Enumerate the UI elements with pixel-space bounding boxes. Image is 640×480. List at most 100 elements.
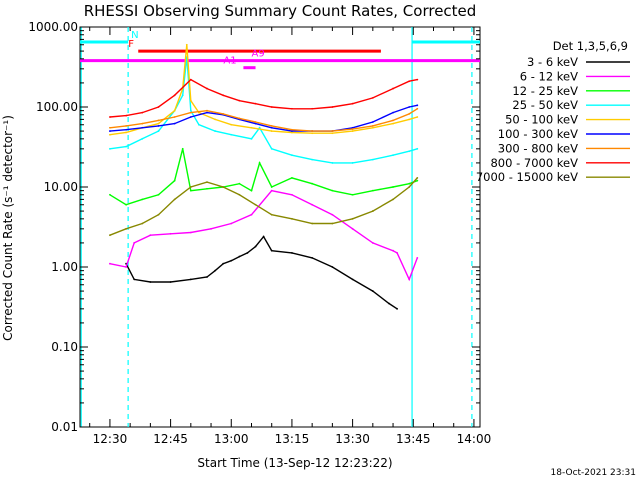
axis-ticks: 0.01 0.10 1.00 10.00 100.00 1000.00 12:30 12:45… [28, 20, 491, 446]
data-point [125, 125, 128, 127]
data-point [254, 121, 257, 123]
data-point [173, 94, 176, 97]
x-tick-label: 13:45 [396, 432, 431, 446]
data-point [270, 189, 273, 192]
data-point [270, 106, 273, 108]
data-point [189, 186, 192, 188]
data-point [250, 213, 253, 216]
legend-label: 6 - 12 keV [520, 69, 578, 83]
data-point [270, 125, 273, 127]
data-point [371, 96, 374, 99]
data-point [238, 193, 241, 196]
data-point [291, 193, 293, 196]
data-point [189, 99, 192, 102]
data-point [181, 94, 184, 97]
data-point [230, 123, 233, 126]
legend-label: 12 - 25 keV [512, 84, 578, 98]
interval-label: A1 [223, 56, 236, 67]
data-point [396, 252, 398, 254]
data-point [238, 255, 241, 258]
data-point [270, 249, 273, 252]
data-point [258, 126, 261, 129]
data-point [254, 122, 257, 125]
y-axis-label: Corrected Count Rate (s⁻¹ detector⁻¹) [1, 115, 15, 341]
data-point [270, 130, 273, 132]
interval-label: F [128, 39, 134, 50]
y-tick-label: 100.00 [36, 100, 78, 114]
data-point [210, 227, 212, 230]
data-point [157, 130, 160, 132]
data-point [416, 179, 419, 182]
data-point [157, 193, 160, 196]
data-point [311, 203, 314, 206]
data-point [416, 147, 419, 150]
data-point [189, 189, 192, 192]
data-point [169, 232, 172, 235]
chart-title: RHESSI Observing Summary Count Rates, Co… [84, 2, 477, 20]
data-point [392, 198, 394, 201]
data-point [206, 181, 208, 184]
data-point [388, 302, 390, 305]
data-point [250, 137, 253, 140]
data-point [331, 266, 334, 268]
x-axis-label: Start Time (13-Sep-12 12:23:22) [197, 456, 392, 470]
legend-label: 300 - 800 keV [498, 141, 578, 155]
data-point [392, 111, 394, 114]
data-point [125, 266, 128, 268]
data-point [392, 87, 394, 90]
y-tick-label: 10.00 [44, 180, 78, 194]
data-point [246, 252, 249, 254]
data-point [291, 131, 293, 134]
data-point [371, 189, 374, 192]
data-point [408, 106, 411, 108]
series-line [109, 78, 418, 118]
data-point [189, 116, 192, 118]
x-tick-label: 13:00 [214, 432, 249, 446]
y-tick-label: 1000.00 [28, 20, 78, 34]
data-point [331, 130, 334, 132]
data-point [230, 133, 233, 136]
data-point [331, 213, 334, 216]
data-point [392, 154, 394, 157]
data-point [206, 111, 208, 114]
data-point [206, 109, 208, 112]
data-point [149, 234, 152, 237]
data-point [173, 109, 176, 112]
series-lines [109, 43, 419, 310]
legend-label: 7000 - 15000 keV [476, 170, 578, 184]
data-point [109, 147, 111, 150]
data-point [189, 78, 192, 81]
data-point [254, 245, 257, 248]
data-point [416, 78, 419, 81]
data-point [173, 122, 176, 125]
data-point [125, 227, 128, 230]
data-point [125, 128, 128, 131]
data-point [250, 126, 253, 129]
data-point [214, 269, 216, 272]
data-point [230, 222, 233, 225]
data-point [141, 122, 144, 125]
data-point [291, 107, 293, 110]
data-point [141, 111, 144, 114]
data-point [351, 102, 354, 105]
data-point [181, 147, 184, 150]
data-point [206, 87, 208, 90]
data-point [416, 116, 419, 118]
data-point [331, 189, 334, 192]
data-point [416, 176, 419, 179]
data-point [141, 198, 144, 201]
data-point [169, 281, 172, 283]
data-point [173, 179, 176, 182]
data-point [392, 119, 394, 122]
data-point [173, 116, 176, 118]
legend-label: 25 - 50 keV [512, 98, 578, 112]
interval-label: A9 [252, 49, 265, 60]
data-point [351, 227, 354, 230]
data-point [291, 252, 293, 254]
data-point [254, 102, 257, 105]
data-point [262, 235, 265, 238]
data-point [206, 187, 208, 190]
data-point [408, 150, 411, 153]
data-point [351, 193, 354, 196]
